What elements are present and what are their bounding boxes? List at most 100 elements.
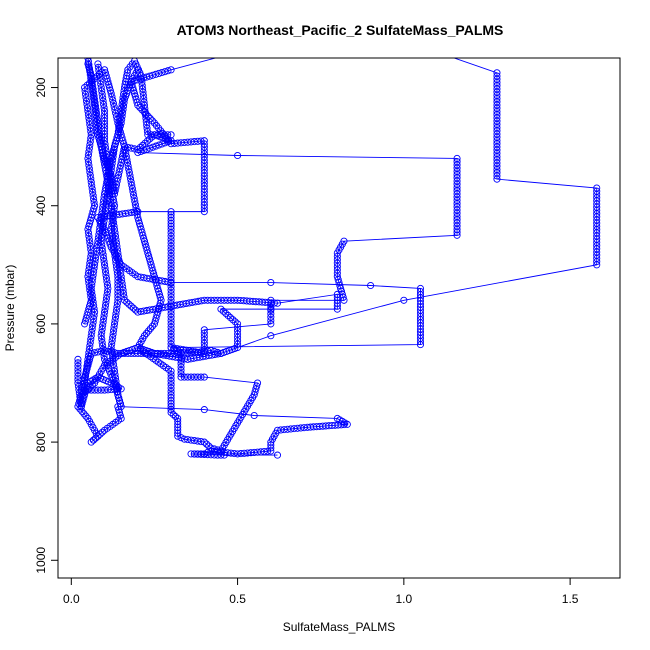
data-point (400, 296, 408, 304)
data-point (134, 148, 142, 157)
data-point (167, 276, 175, 284)
data-point (74, 372, 82, 380)
data-point (114, 296, 122, 304)
data-point (167, 303, 175, 311)
y-tick-label: 600 (34, 314, 48, 334)
data-point (126, 172, 134, 180)
data-point (81, 84, 89, 92)
data-point (187, 349, 195, 357)
data-point (222, 309, 230, 317)
data-point (273, 451, 282, 459)
data-point (84, 352, 92, 360)
data-point (267, 316, 275, 325)
data-point (108, 340, 116, 348)
data-point (114, 289, 122, 298)
data-point (111, 374, 120, 382)
data-point (110, 208, 118, 217)
data-point (167, 273, 175, 281)
data-point (131, 201, 139, 209)
data-point (453, 231, 461, 239)
data-point (102, 274, 111, 282)
data-point (243, 449, 252, 457)
data-point (85, 117, 93, 125)
data-point (92, 109, 101, 117)
series-layer (74, 49, 601, 459)
data-point (127, 349, 135, 358)
data-point (100, 315, 108, 323)
data-point (234, 340, 242, 348)
data-point (144, 131, 152, 139)
data-point (114, 283, 122, 291)
data-point (144, 327, 152, 335)
data-point (205, 442, 213, 450)
data-point (109, 212, 117, 220)
data-point (93, 244, 101, 252)
data-point (86, 79, 94, 87)
data-point (99, 345, 107, 353)
data-point (99, 342, 107, 350)
data-point (127, 178, 135, 186)
data-point (87, 252, 95, 260)
data-point (111, 252, 119, 260)
data-point (97, 84, 105, 92)
data-point (91, 202, 99, 210)
data-point (90, 198, 98, 206)
data-point (97, 80, 105, 88)
data-point (167, 374, 175, 382)
data-point (97, 213, 105, 222)
data-point (96, 220, 104, 228)
data-point (101, 140, 109, 148)
data-point (167, 337, 175, 345)
data-point (220, 296, 228, 304)
data-point (250, 411, 258, 420)
data-point (234, 49, 240, 55)
data-point (111, 256, 120, 264)
data-point (416, 288, 425, 296)
data-point (91, 386, 99, 394)
data-point (200, 406, 208, 414)
data-point (167, 232, 175, 240)
data-point (114, 273, 122, 281)
data-point (110, 103, 118, 111)
data-point (78, 399, 86, 407)
data-point (100, 100, 108, 108)
data-point (194, 450, 202, 458)
data-point (103, 278, 111, 286)
data-point (167, 293, 175, 301)
data-point (109, 239, 117, 247)
data-point (85, 63, 93, 71)
data-point (82, 365, 91, 374)
data-point (113, 269, 121, 277)
data-point (167, 313, 175, 321)
data-point (167, 310, 175, 318)
data-point (129, 304, 137, 312)
data-point (101, 301, 110, 309)
data-point (287, 425, 295, 433)
data-point (92, 251, 100, 259)
data-point (174, 429, 182, 437)
data-point (89, 188, 97, 196)
data-point (113, 300, 121, 308)
data-point (84, 355, 92, 363)
data-point (167, 316, 175, 325)
data-point (234, 296, 242, 304)
data-point (87, 178, 95, 186)
y-axis: 200 400 600 800 1000 (34, 77, 58, 574)
data-point (177, 370, 185, 378)
data-point (253, 382, 261, 390)
data-point (102, 295, 111, 303)
data-point (416, 284, 425, 293)
data-point (124, 162, 132, 170)
data-point (90, 311, 98, 320)
data-point (115, 124, 123, 132)
data-point (177, 139, 185, 147)
data-point (493, 172, 501, 180)
data-point (257, 448, 265, 456)
data-point (190, 348, 198, 356)
data-point (593, 261, 601, 269)
data-point (119, 94, 127, 102)
data-point (108, 350, 116, 358)
data-point (95, 230, 103, 238)
data-point (180, 138, 188, 147)
data-point (96, 77, 104, 85)
